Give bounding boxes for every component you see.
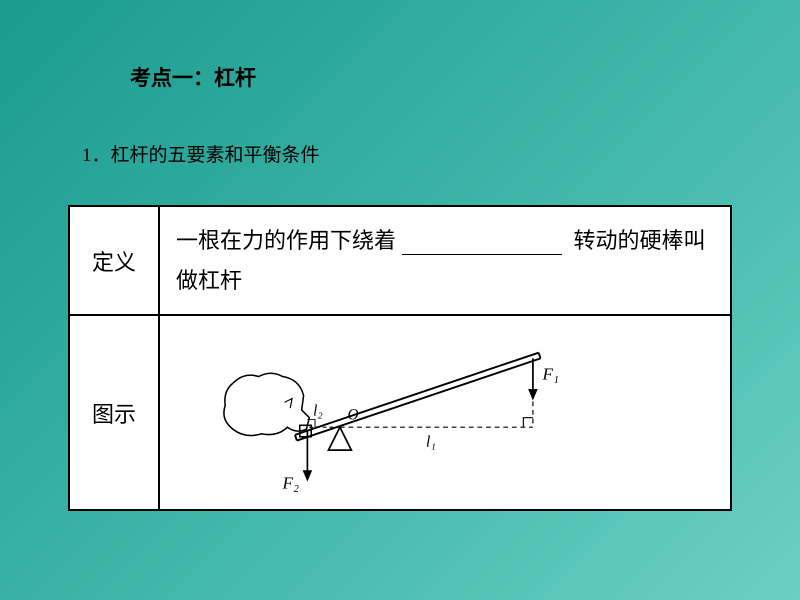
definition-text-before: 一根在力的作用下绕着	[176, 228, 396, 253]
rock-shape	[224, 373, 309, 435]
lever-bar-top	[295, 353, 539, 435]
definition-content-cell: 一根在力的作用下绕着 转动的硬棒叫做杠杆	[159, 206, 731, 315]
definition-label-cell: 定义	[69, 206, 159, 315]
f1-arrowhead	[528, 389, 538, 400]
definition-row: 定义 一根在力的作用下绕着 转动的硬棒叫做杠杆	[69, 206, 731, 315]
arm2-label: l₂	[313, 403, 323, 420]
fulcrum-label: O	[348, 407, 359, 424]
right-angle-1	[523, 418, 533, 428]
lever-cap-left	[295, 435, 297, 441]
f2-arrowhead	[303, 470, 313, 481]
diagram-content-cell: O F₁ l₁ l₂	[159, 315, 731, 510]
f2-label: F₂	[282, 474, 299, 493]
diagram-row: 图示 O	[69, 315, 731, 510]
lever-diagram: O F₁ l₁ l₂	[168, 324, 722, 496]
arm1-label: l₁	[426, 432, 436, 450]
subsection-heading: 1．杠杆的五要素和平衡条件	[82, 140, 320, 167]
rock-notch	[284, 399, 292, 409]
lever-table: 定义 一根在力的作用下绕着 转动的硬棒叫做杠杆 图示	[68, 205, 732, 511]
fulcrum-triangle	[328, 427, 351, 450]
section-heading: 考点一：杠杆	[130, 62, 256, 92]
fill-blank	[402, 231, 562, 255]
lever-bar-bottom	[297, 359, 541, 441]
diagram-label-cell: 图示	[69, 315, 159, 510]
f1-label: F₁	[541, 365, 558, 384]
lever-cap-right	[539, 353, 541, 359]
